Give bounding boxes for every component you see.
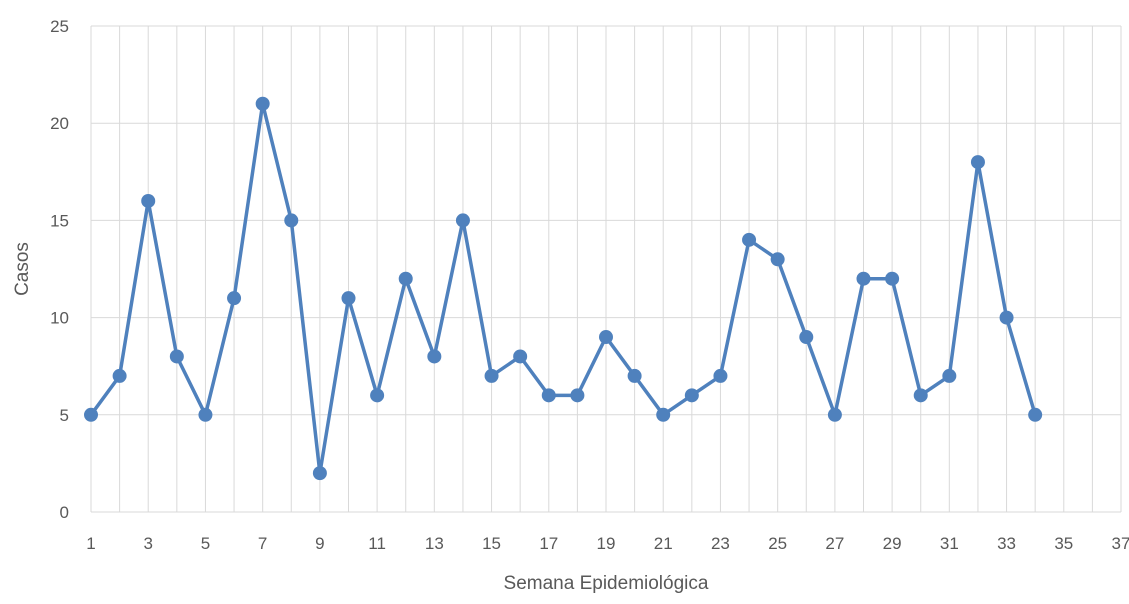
data-point bbox=[885, 271, 900, 286]
data-point bbox=[742, 232, 757, 247]
x-axis-title: Semana Epidemiológica bbox=[504, 573, 709, 594]
series-line bbox=[89, 102, 1037, 475]
y-tick-label: 25 bbox=[50, 17, 69, 36]
data-point bbox=[970, 155, 985, 170]
x-axis-ticks: 1 3 5 7 9 11 13 15 17 19 21 23 25 27 29 31 33 35 37 bbox=[86, 534, 1129, 553]
x-tick-label: 11 bbox=[368, 534, 386, 553]
data-point bbox=[656, 407, 671, 422]
x-tick-label: 25 bbox=[768, 534, 787, 553]
data-point bbox=[513, 349, 528, 364]
x-tick-label: 9 bbox=[315, 534, 324, 553]
series bbox=[84, 96, 1043, 481]
x-tick-label: 19 bbox=[597, 534, 616, 553]
x-tick-label: 3 bbox=[143, 534, 152, 553]
x-tick-label: 15 bbox=[482, 534, 501, 553]
data-point bbox=[570, 388, 585, 403]
x-tick-label: 7 bbox=[258, 534, 267, 553]
y-tick-label: 5 bbox=[60, 406, 69, 425]
data-point bbox=[169, 349, 184, 364]
data-point bbox=[713, 368, 728, 383]
data-point bbox=[484, 368, 499, 383]
data-point bbox=[599, 330, 613, 345]
data-point bbox=[141, 193, 156, 208]
data-point bbox=[999, 310, 1014, 325]
data-point bbox=[627, 368, 642, 383]
y-tick-label: 10 bbox=[50, 309, 69, 328]
data-point bbox=[856, 271, 871, 286]
data-point bbox=[370, 388, 385, 403]
data-point bbox=[284, 213, 299, 228]
y-tick-label: 20 bbox=[50, 114, 69, 133]
data-point bbox=[341, 291, 356, 306]
x-tick-label: 13 bbox=[425, 534, 444, 553]
data-point bbox=[227, 291, 242, 306]
y-axis-title: Casos bbox=[12, 242, 33, 296]
y-tick-label: 0 bbox=[60, 503, 69, 522]
x-tick-label: 17 bbox=[539, 534, 558, 553]
data-point bbox=[942, 368, 957, 383]
data-point bbox=[1028, 407, 1043, 422]
data-point bbox=[312, 466, 327, 481]
x-tick-label: 5 bbox=[201, 534, 210, 553]
x-tick-label: 21 bbox=[654, 534, 673, 553]
data-point bbox=[398, 271, 413, 286]
x-tick-label: 23 bbox=[711, 534, 730, 553]
y-axis-ticks: 0 5 10 15 20 25 bbox=[50, 17, 69, 522]
x-tick-label: 33 bbox=[997, 534, 1016, 553]
x-tick-label: 1 bbox=[86, 534, 95, 553]
data-point bbox=[770, 252, 785, 267]
data-point bbox=[541, 388, 556, 403]
x-tick-label: 37 bbox=[1112, 534, 1129, 553]
data-point bbox=[112, 368, 127, 383]
data-point bbox=[827, 407, 842, 422]
x-tick-label: 35 bbox=[1054, 534, 1073, 553]
data-point bbox=[455, 213, 470, 228]
x-tick-label: 27 bbox=[825, 534, 844, 553]
y-tick-label: 15 bbox=[50, 211, 69, 230]
x-tick-label: 31 bbox=[940, 534, 959, 553]
data-point bbox=[198, 407, 213, 422]
data-point bbox=[84, 407, 98, 422]
data-point bbox=[427, 349, 442, 364]
data-point bbox=[684, 388, 699, 403]
grid bbox=[90, 25, 1122, 513]
data-point bbox=[913, 388, 928, 403]
x-tick-label: 29 bbox=[883, 534, 902, 553]
data-point bbox=[799, 330, 814, 345]
data-point bbox=[255, 96, 270, 111]
